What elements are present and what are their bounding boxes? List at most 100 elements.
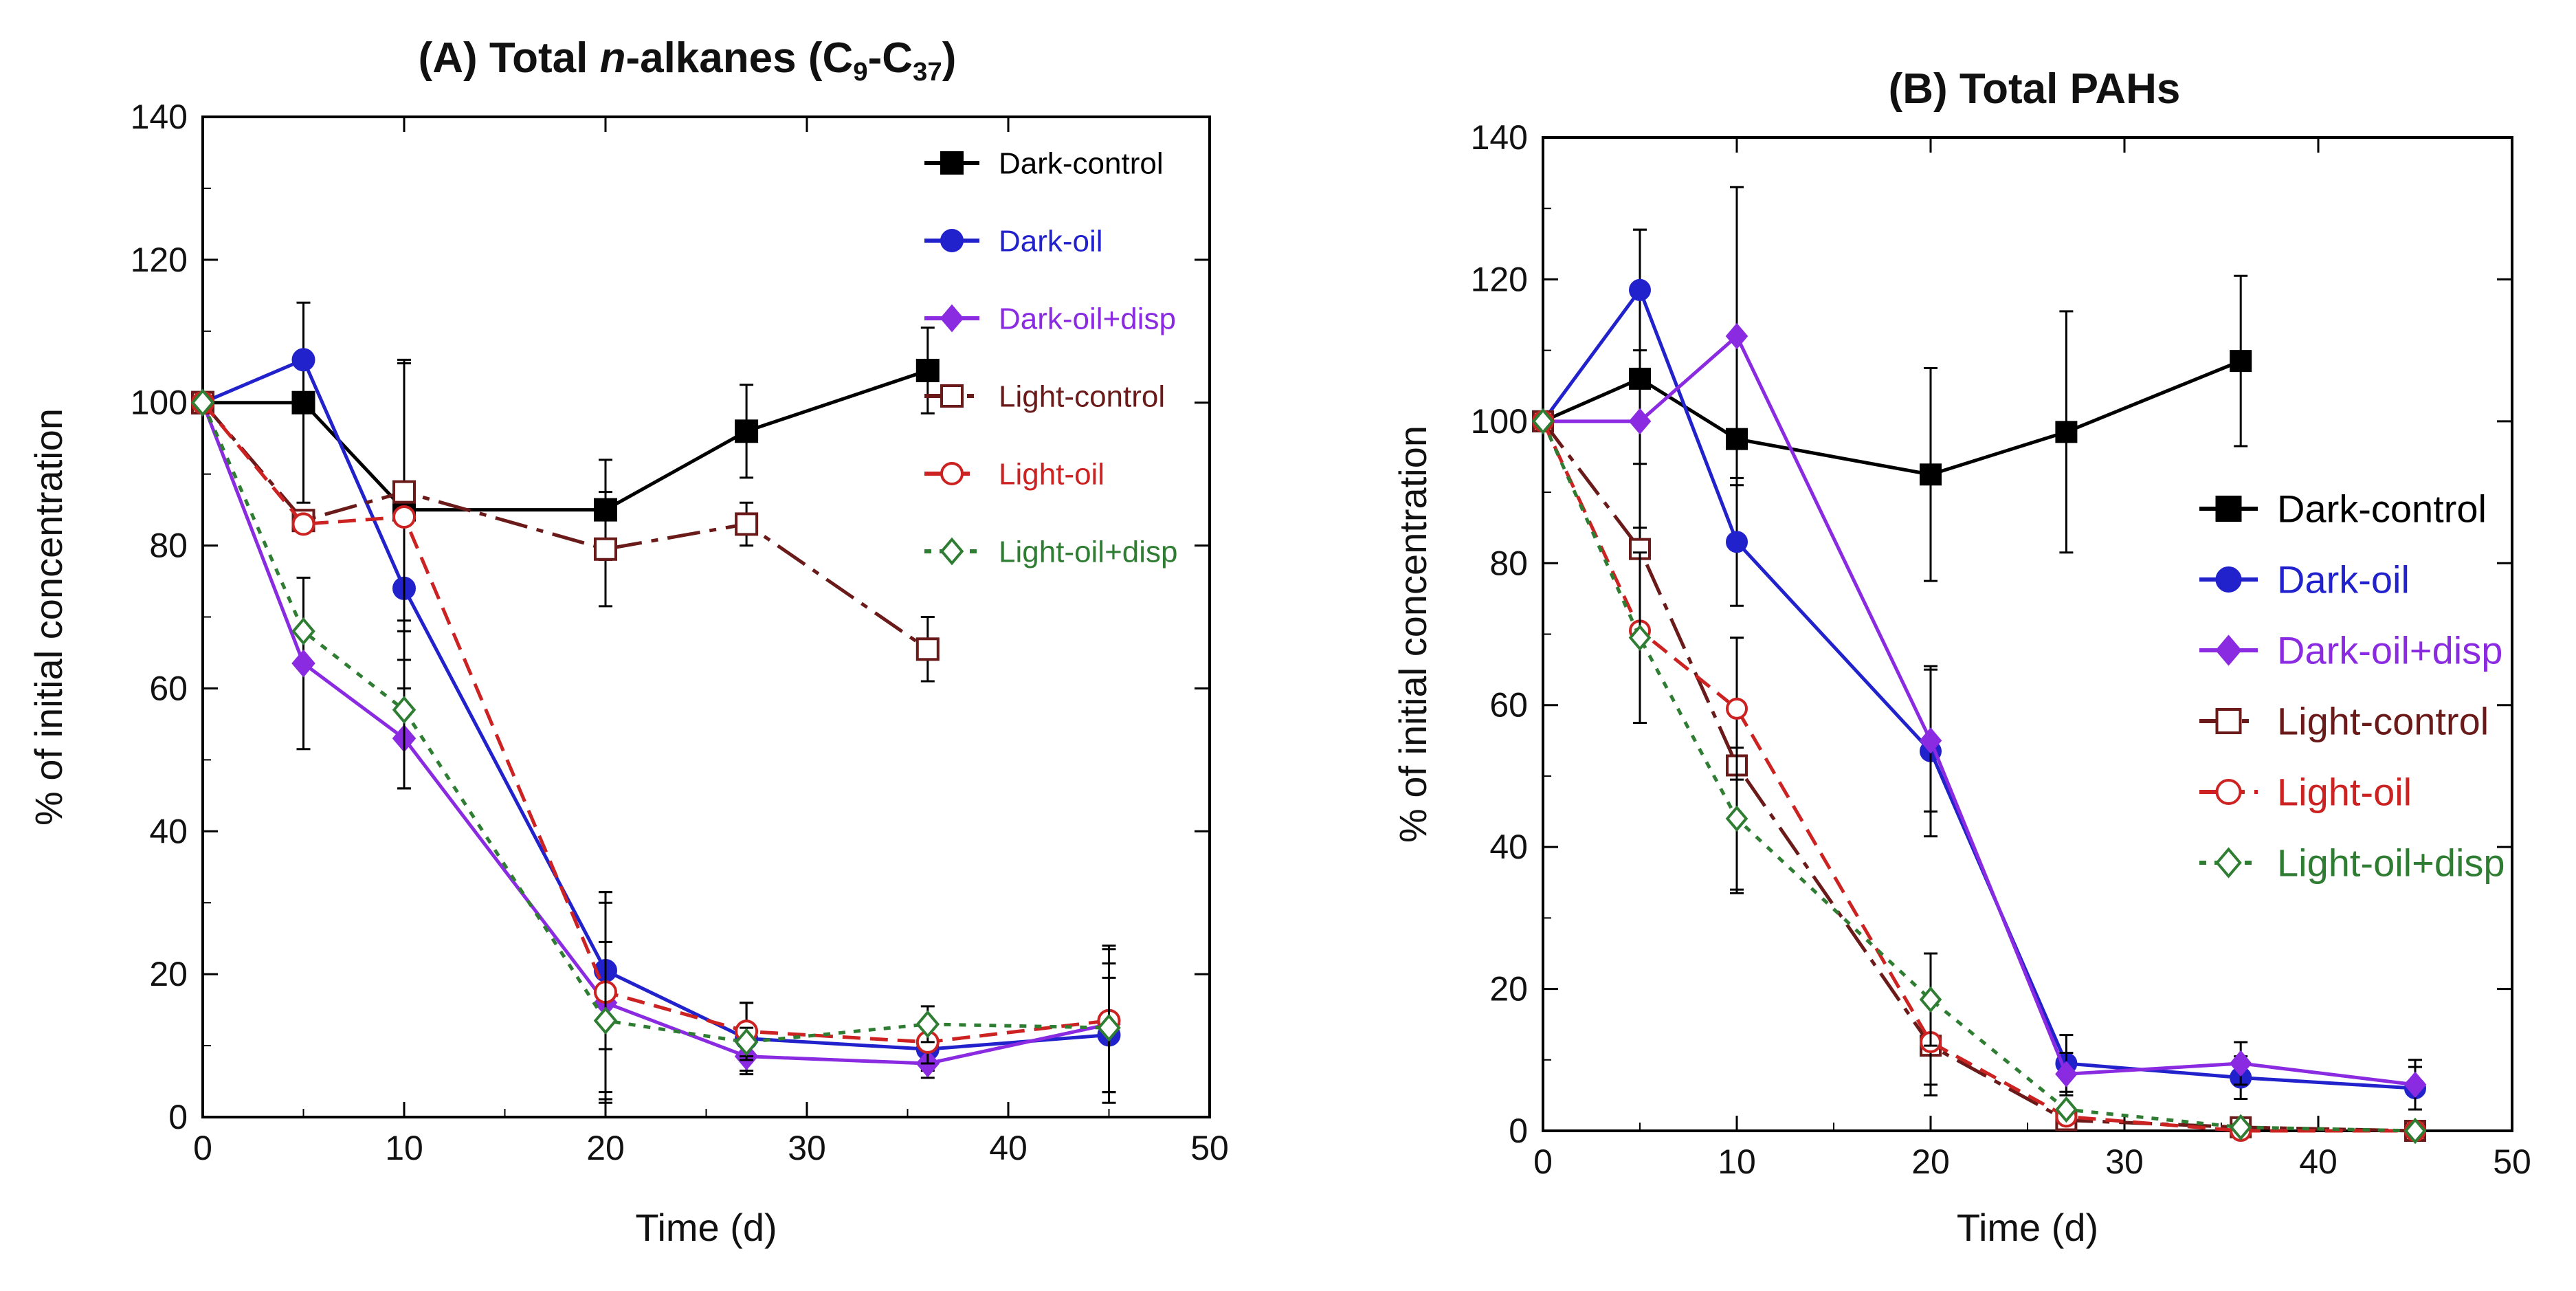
panel-a-chart: (A) Total n-alkanes (C9-C37) 0 10 20 30 40 50 0…: [27, 34, 1229, 1249]
panel-b-data-point: [1920, 463, 1942, 486]
panel-a-x-tick-label: 20: [586, 1129, 625, 1167]
panel-b-series-line: [1542, 359, 2242, 476]
panel-a-legend-marker: [940, 384, 964, 408]
panel-a-legend-item-dark-oil: Dark-oil: [924, 224, 1103, 258]
panel-b-series-dark-oil-disp: [1531, 186, 2427, 1111]
panel-b-series-line: [1541, 286, 2416, 1090]
panel-a-y-tick-label: 120: [131, 241, 188, 279]
panel-a-series-line: [201, 401, 929, 651]
panel-a-x-tick-label: 10: [385, 1129, 423, 1167]
panel-b-legend-label: Dark-oil: [2277, 558, 2410, 602]
panel-a-legend-marker: [940, 304, 964, 333]
panel-a-data-point: [734, 1028, 759, 1057]
panel-b-x-tick-label: 40: [2299, 1143, 2338, 1181]
panel-a-y-tick-label: 140: [131, 98, 188, 136]
panel-b-data-point: [1531, 408, 1555, 435]
panel-a-data-point: [593, 1006, 618, 1035]
panel-a-data-point: [915, 358, 940, 382]
panel-b-data-point: [1919, 727, 1942, 754]
panel-b-legend-item-light-control: Light-control: [2199, 700, 2489, 743]
panel-b-data-point: [2230, 350, 2252, 373]
panel-a-data-point: [915, 637, 940, 661]
panel-a-legend-label: Light-control: [999, 379, 1165, 413]
panel-b-legend-marker: [2215, 566, 2242, 593]
panel-a-data-point: [291, 617, 315, 646]
panel-a-legend-item-light-oil-disp: Light-oil+disp: [924, 535, 1178, 569]
panel-a-data-point: [735, 419, 759, 443]
panel-a-y-tick-label: 40: [149, 812, 188, 850]
panel-b-legend-item-light-oil-disp: Light-oil+disp: [2199, 841, 2505, 885]
panel-a-y-tick-label: 100: [131, 384, 188, 422]
panel-a-legend-label: Dark-oil: [999, 224, 1103, 258]
panel-a-series-light-oil-disp: [190, 388, 1121, 1101]
panel-b-data-point: [1629, 278, 1651, 301]
panel-a-series-light-oil: [191, 390, 1121, 1094]
panel-b-data-point: [1725, 322, 1748, 350]
panel-b-data-point: [2055, 1096, 2078, 1123]
panel-a-y-tick-label: 0: [168, 1098, 188, 1136]
panel-a-data-point: [1097, 1013, 1121, 1042]
panel-b-series-light-oil-disp: [1531, 408, 2427, 1145]
panel-b-data-point: [2229, 1114, 2252, 1141]
panel-b-legend-marker: [2215, 496, 2242, 522]
panel-a-plot-frame: [201, 115, 1211, 1118]
panel-b-legend-item-light-oil: Light-oil: [2199, 771, 2412, 814]
panel-a-x-tick-label: 0: [193, 1129, 212, 1167]
panel-b-data-point: [1726, 697, 1748, 720]
panel-a-series-line: [202, 357, 1109, 1051]
panel-b-x-axis-label: Time (d): [1957, 1206, 2098, 1249]
panel-a-x-axis-label: Time (d): [635, 1206, 777, 1249]
panel-b-y-tick-label: 20: [1489, 970, 1528, 1008]
panel-a-data-point: [594, 537, 617, 561]
panel-a-legend-item-light-oil: Light-oil: [924, 457, 1104, 491]
panel-a-data-point: [291, 348, 315, 372]
panel-a-data-point: [392, 480, 416, 504]
panel-a-y-tick-label: 80: [149, 527, 188, 565]
panel-a-legend-item-dark-oil-disp: Dark-oil+disp: [924, 302, 1176, 335]
panel-b-x-tick-label: 30: [2105, 1143, 2144, 1181]
panel-a-data-point: [291, 512, 315, 536]
panel-a-series-dark-oil: [191, 348, 1121, 1094]
panel-b-data-point: [2055, 421, 2078, 443]
panel-b-x-tick-label: 10: [1718, 1143, 1756, 1181]
panel-a-data-point: [735, 512, 759, 536]
panel-b-y-tick-label: 0: [1509, 1112, 1528, 1150]
panel-b-legend-label: Dark-control: [2277, 487, 2487, 531]
panel-b-x-tick-label: 0: [1533, 1143, 1553, 1181]
panel-a-legend-marker: [940, 229, 964, 252]
panel-b-data-point: [2403, 1117, 2427, 1145]
panel-b-legend-label: Light-oil+disp: [2277, 841, 2505, 885]
panel-a-data-point: [915, 1010, 940, 1039]
panel-b-legend-marker: [2215, 779, 2242, 805]
panel-a-series-line: [203, 368, 929, 512]
panel-b-legend-marker: [2215, 635, 2242, 666]
panel-a-legend-marker: [940, 151, 964, 175]
panel-a-y-axis-label: % of initial concentration: [27, 408, 70, 826]
panel-b-legend-marker: [2215, 708, 2242, 734]
panel-a-series-line: [201, 401, 1110, 1066]
panel-a-legend: Dark-control Dark-oil Dark-oil+disp Light-c…: [924, 146, 1178, 569]
panel-b-legend-marker: [2215, 847, 2242, 879]
panel-b-legend-item-dark-oil-disp: Dark-oil+disp: [2199, 629, 2502, 672]
panel-a-legend-marker: [940, 537, 964, 566]
panel-b-y-tick-label: 120: [1471, 260, 1528, 298]
panel-a-legend-label: Dark-oil+disp: [999, 302, 1176, 335]
panel-b-legend-item-dark-control: Dark-control: [2199, 487, 2487, 531]
panel-a-title: (A) Total n-alkanes (C9-C37): [419, 34, 957, 87]
panel-b-data-point: [2403, 1071, 2427, 1099]
panel-b-y-axis-label: % of initial concentration: [1391, 426, 1434, 843]
panel-b-legend-item-dark-oil: Dark-oil: [2199, 558, 2410, 602]
panel-a-legend-item-light-control: Light-control: [924, 379, 1165, 413]
panel-a-data-point: [392, 696, 417, 724]
panel-a-series-line: [201, 401, 1109, 1044]
panel-b-y-tick-label: 40: [1489, 828, 1528, 866]
panel-b-title: (B) Total PAHs: [1889, 65, 2181, 113]
panel-a-legend-label: Light-oil: [999, 457, 1104, 491]
panel-a-data-point: [291, 649, 315, 678]
panel-b-y-tick-label: 140: [1471, 118, 1528, 157]
panel-b-x-tick-label: 20: [1911, 1143, 1950, 1181]
panel-b-x-tick-label: 50: [2493, 1143, 2531, 1181]
panel-b-legend: Dark-control Dark-oil Dark-oil+disp Light-c…: [2199, 487, 2505, 885]
panel-a-legend-label: Light-oil+disp: [999, 535, 1178, 569]
